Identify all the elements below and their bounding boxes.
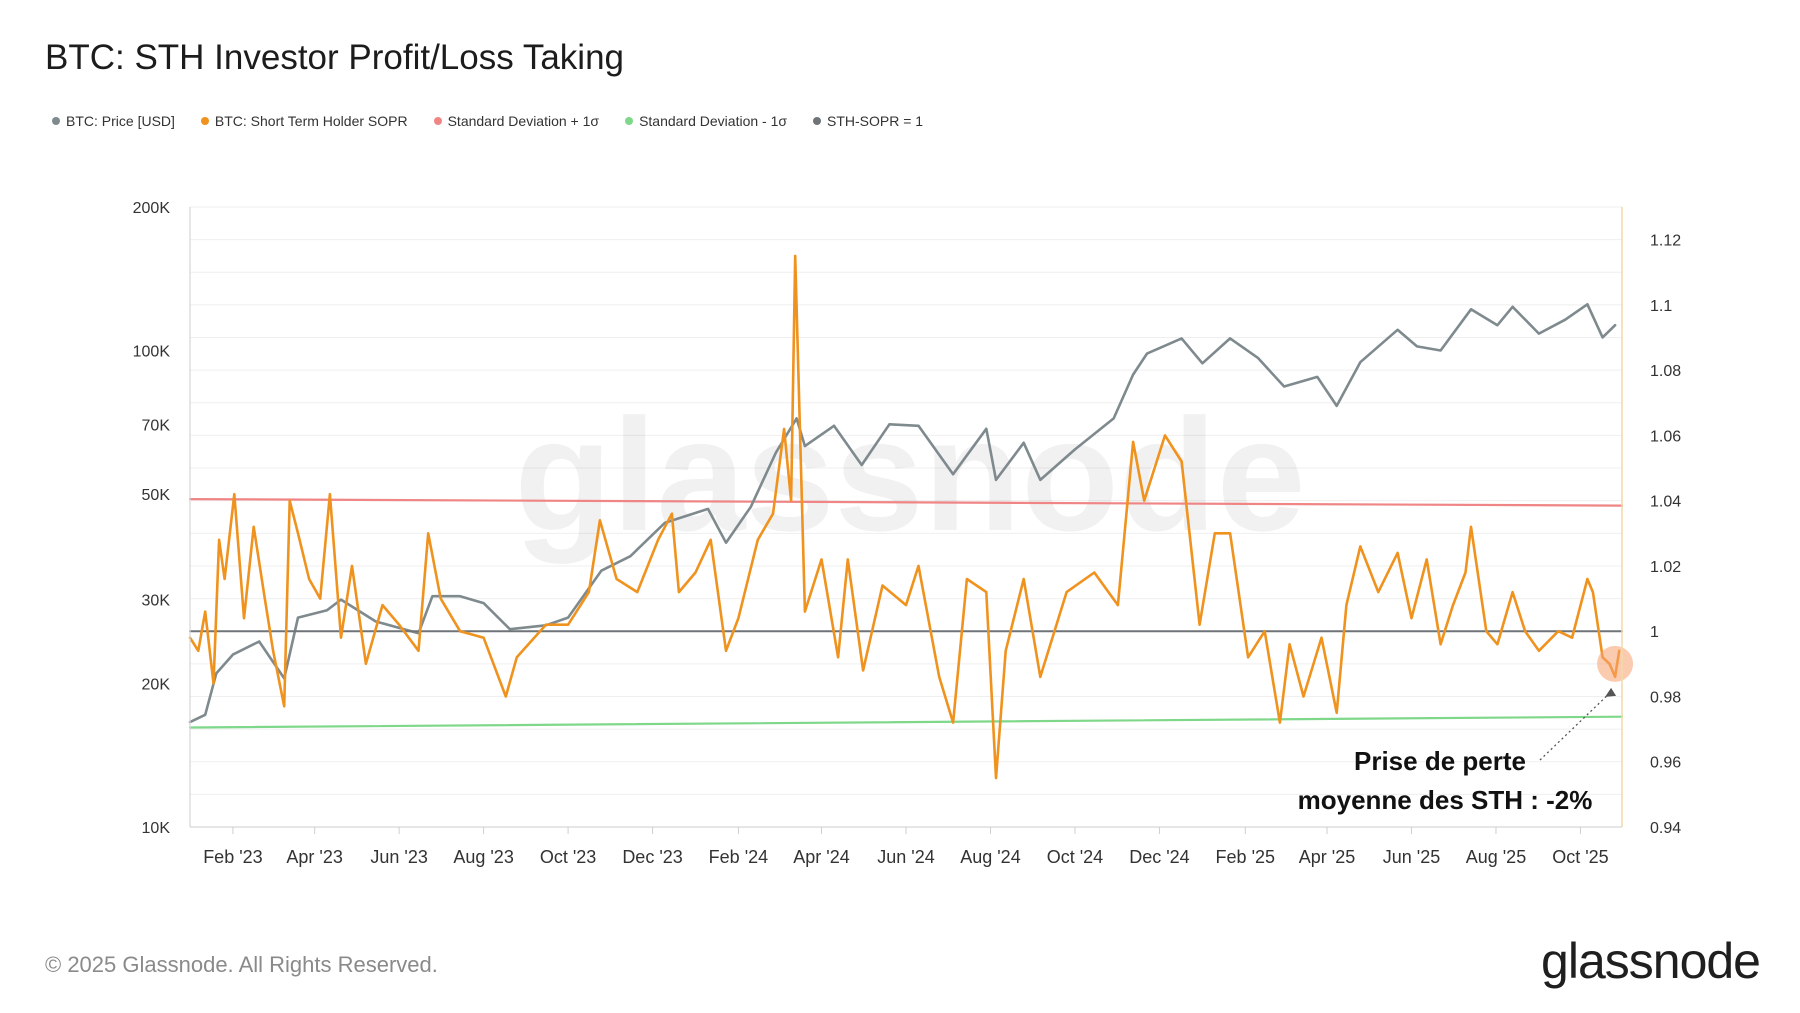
x-tick-label: Oct '24 <box>1047 847 1103 867</box>
left-tick-label: 200K <box>133 200 171 217</box>
legend-label: STH-SOPR = 1 <box>827 113 924 129</box>
legend: BTC: Price [USD] BTC: Short Term Holder … <box>52 113 923 129</box>
x-tick-label: Feb '24 <box>709 847 768 867</box>
x-tick-label: Aug '25 <box>1466 847 1527 867</box>
left-tick-label: 70K <box>142 417 171 434</box>
sth-sopr-line <box>188 254 1621 780</box>
right-tick-label: 0.94 <box>1650 820 1681 837</box>
legend-label: Standard Deviation + 1σ <box>447 113 600 129</box>
legend-dot-icon <box>433 117 442 125</box>
x-tick-label: Jun '23 <box>370 847 427 867</box>
x-tick-label: Feb '25 <box>1216 847 1275 867</box>
left-tick-label: 20K <box>142 677 171 694</box>
watermark: glassnode <box>514 385 1305 564</box>
right-tick-label: 0.96 <box>1650 755 1681 772</box>
x-tick-label: Dec '23 <box>622 847 682 867</box>
legend-label: BTC: Short Term Holder SOPR <box>214 113 408 129</box>
right-tick-label: 1.06 <box>1650 428 1681 445</box>
legend-label: Standard Deviation - 1σ <box>639 113 788 129</box>
legend-item-sopr-one[interactable]: STH-SOPR = 1 <box>813 113 923 129</box>
annotation-line-2: moyenne des STH : -2% <box>1298 785 1593 815</box>
stddev-minus-line <box>188 715 1624 729</box>
glassnode-logo: glassnode <box>1541 933 1761 989</box>
legend-dot-icon <box>52 117 60 125</box>
highlight-marker <box>1597 645 1634 682</box>
x-tick-label: Apr '23 <box>286 847 342 867</box>
x-tick-label: Oct '25 <box>1552 847 1608 867</box>
x-tick-label: Dec '24 <box>1129 847 1189 867</box>
annotation-arrowhead <box>1605 687 1617 697</box>
right-tick-label: 1.1 <box>1650 298 1672 315</box>
right-tick-label: 1.08 <box>1650 363 1681 380</box>
left-tick-label: 10K <box>142 820 171 837</box>
annotation-layer: Prise de perte moyenne des STH : -2% <box>1298 746 1593 815</box>
axes-layer: 10K 20K 30K 50K 70K 100K 200K 0.94 0.96 0.98 1 1.02… <box>133 200 1682 867</box>
right-tick-label: 0.98 <box>1650 689 1681 706</box>
left-tick-label: 50K <box>142 487 171 504</box>
legend-item-sth-sopr[interactable]: BTC: Short Term Holder SOPR <box>200 113 408 129</box>
left-tick-label: 100K <box>133 343 171 360</box>
legend-item-price[interactable]: BTC: Price [USD] <box>52 113 175 129</box>
legend-item-stddev-plus[interactable]: Standard Deviation + 1σ <box>433 113 600 129</box>
x-tick-label: Oct '23 <box>540 847 596 867</box>
right-tick-label: 1.12 <box>1650 233 1681 250</box>
x-tick-label: Feb '23 <box>203 847 262 867</box>
right-tick-label: 1 <box>1650 624 1659 641</box>
legend-dot-icon <box>625 117 634 125</box>
x-tick-label: Apr '24 <box>793 847 849 867</box>
right-tick-label: 1.02 <box>1650 559 1681 576</box>
x-tick-label: Jun '24 <box>877 847 934 867</box>
x-tick-label: Aug '24 <box>960 847 1021 867</box>
right-tick-label: 1.04 <box>1650 494 1681 511</box>
x-tick-label: Aug '23 <box>453 847 514 867</box>
legend-item-stddev-minus[interactable]: Standard Deviation - 1σ <box>625 113 787 129</box>
chart-title: BTC: STH Investor Profit/Loss Taking <box>45 38 625 77</box>
x-tick-label: Apr '25 <box>1299 847 1355 867</box>
left-tick-label: 30K <box>142 593 171 610</box>
annotation-pointer <box>1539 691 1612 761</box>
copyright-footer: © 2025 Glassnode. All Rights Reserved. <box>45 952 438 977</box>
legend-dot-icon <box>200 117 209 125</box>
price-line <box>188 302 1617 724</box>
x-tick-label: Jun '25 <box>1383 847 1440 867</box>
legend-dot-icon <box>813 117 822 125</box>
stddev-plus-line <box>188 498 1624 507</box>
series-layer <box>188 254 1634 780</box>
legend-label: BTC: Price [USD] <box>66 113 175 129</box>
annotation-line-1: Prise de perte <box>1354 746 1526 776</box>
